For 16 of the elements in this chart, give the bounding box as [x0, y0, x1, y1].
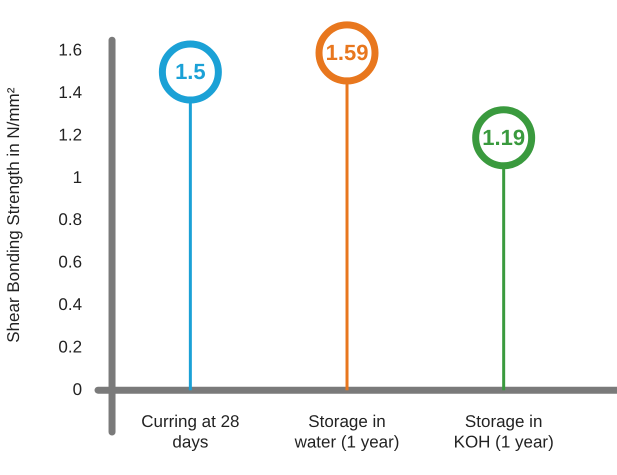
y-tick-label: 1.2 [58, 125, 82, 144]
y-tick-label: 0.2 [58, 337, 82, 356]
data-label: 1.19 [482, 124, 526, 150]
y-tick-label: 0.8 [58, 210, 82, 230]
y-tick-label: 1 [72, 168, 82, 187]
data-label: 1.59 [326, 40, 368, 65]
x-tick-label: Storage in KOH (1 year) [454, 412, 554, 452]
x-tick-label: Storage in water (1 year) [294, 412, 400, 452]
y-tick-label: 0 [72, 380, 82, 399]
y-tick-label: 1.6 [58, 40, 82, 60]
y-tick-label: 1.4 [58, 82, 82, 102]
y-axis-title: Shear Bonding Strength in N/mm² [4, 87, 23, 343]
data-label: 1.5 [175, 59, 206, 84]
y-tick-label: 0.4 [58, 295, 82, 314]
y-tick-label: 0.6 [58, 252, 82, 272]
x-tick-label: Curring at 28 days [141, 412, 240, 452]
